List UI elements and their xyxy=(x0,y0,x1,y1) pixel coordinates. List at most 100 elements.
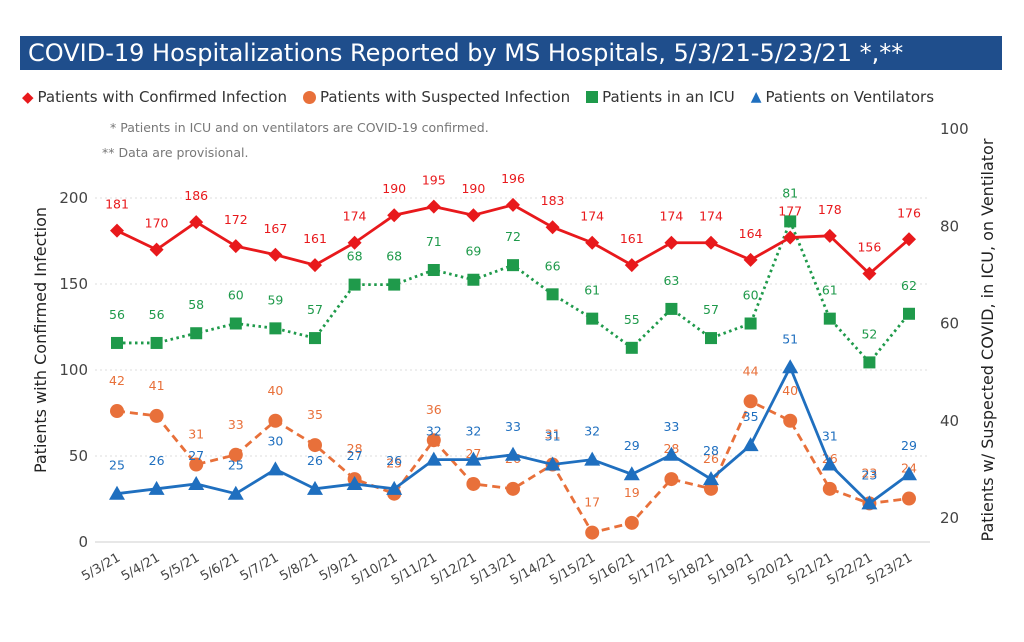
ventilator-marker xyxy=(505,446,521,461)
icu-marker xyxy=(705,332,717,345)
legend: ◆ Patients with Confirmed Infection Pati… xyxy=(22,88,934,106)
data-label: 29 xyxy=(901,438,917,453)
legend-item-confirmed: ◆ Patients with Confirmed Infection xyxy=(22,88,287,106)
ventilator-marker xyxy=(148,480,165,495)
confirmed-marker xyxy=(822,228,837,243)
legend-item-suspected: Patients with Suspected Infection xyxy=(303,88,570,106)
suspected-marker xyxy=(822,481,837,496)
ventilator-marker xyxy=(465,451,482,466)
data-label: 58 xyxy=(188,297,204,312)
y-right-tick-label: 100 xyxy=(940,120,969,138)
data-label: 31 xyxy=(545,429,561,444)
x-tick-label: 5/3/21 xyxy=(79,550,123,584)
data-label: 52 xyxy=(861,326,877,341)
confirmed-marker xyxy=(624,258,639,273)
data-label: 44 xyxy=(743,363,759,378)
data-label: 28 xyxy=(347,441,363,456)
data-label: 32 xyxy=(465,424,481,439)
data-label: 28 xyxy=(703,443,719,458)
x-tick-label: 5/8/21 xyxy=(277,550,321,584)
data-label: 42 xyxy=(109,373,125,388)
confirmed-marker xyxy=(704,235,718,250)
data-label: 176 xyxy=(897,205,921,220)
icu-marker xyxy=(625,341,638,354)
data-label: 25 xyxy=(386,456,402,471)
ventilator-marker xyxy=(544,456,561,471)
y-left-tick-label: 0 xyxy=(78,533,88,551)
data-label: 26 xyxy=(307,453,323,468)
suspected-marker xyxy=(308,438,322,453)
data-label: 31 xyxy=(188,427,204,442)
data-label: 174 xyxy=(659,209,683,224)
icu-marker xyxy=(427,264,440,277)
confirmed-marker xyxy=(545,220,560,235)
suspected-marker xyxy=(149,408,164,423)
y-left-tick-label: 100 xyxy=(59,361,88,379)
data-label: 161 xyxy=(620,231,644,246)
data-label: 68 xyxy=(347,249,363,264)
diamond-icon: ◆ xyxy=(22,88,34,106)
data-label: 174 xyxy=(580,209,604,224)
icu-marker xyxy=(744,317,757,330)
icu-marker xyxy=(863,356,876,369)
data-label: 33 xyxy=(663,419,679,434)
data-label: 25 xyxy=(228,458,244,473)
ventilator-marker xyxy=(227,485,244,500)
confirmed-marker xyxy=(110,223,124,238)
icu-marker xyxy=(823,312,836,325)
data-label: 40 xyxy=(782,383,798,398)
suspected-marker xyxy=(506,481,520,496)
data-label: 25 xyxy=(109,458,125,473)
suspected-marker xyxy=(585,525,600,540)
confirmed-marker xyxy=(585,235,600,250)
icu-marker xyxy=(269,322,282,335)
confirmed-marker xyxy=(783,230,798,245)
data-label: 56 xyxy=(149,307,165,322)
icu-marker xyxy=(388,278,401,291)
data-label: 161 xyxy=(303,231,327,246)
ventilator-marker xyxy=(584,451,601,466)
data-label: 17 xyxy=(584,495,600,510)
icu-marker xyxy=(903,307,915,320)
ventilator-marker xyxy=(425,451,442,466)
confirmed-marker xyxy=(426,199,441,214)
data-label: 174 xyxy=(699,209,723,224)
ventilator-marker xyxy=(267,461,284,476)
data-label: 57 xyxy=(703,302,719,317)
chart-title: COVID-19 Hospitalizations Reported by MS… xyxy=(20,36,1002,70)
data-label: 31 xyxy=(545,427,561,442)
ventilator-marker xyxy=(386,480,403,495)
x-tick-label: 5/23/21 xyxy=(864,550,915,588)
data-label: 23 xyxy=(861,465,877,480)
confirmed-marker xyxy=(347,235,362,250)
suspected-marker xyxy=(624,515,639,530)
ventilator-marker xyxy=(861,495,878,510)
data-label: 35 xyxy=(307,407,323,422)
ventilator-marker xyxy=(307,480,323,495)
data-label: 68 xyxy=(386,249,402,264)
x-tick-label: 5/5/21 xyxy=(158,550,202,584)
data-label: 63 xyxy=(663,273,679,288)
data-label: 66 xyxy=(545,258,561,273)
data-label: 31 xyxy=(822,429,838,444)
icu-marker xyxy=(348,278,361,291)
data-label: 81 xyxy=(782,185,798,200)
x-tick-label: 5/6/21 xyxy=(198,550,242,584)
data-label: 174 xyxy=(343,209,367,224)
data-label: 26 xyxy=(386,453,402,468)
confirmed-marker xyxy=(902,232,916,247)
confirmed-marker xyxy=(268,247,283,262)
data-label: 190 xyxy=(461,181,485,196)
data-label: 177 xyxy=(778,204,802,219)
data-label: 60 xyxy=(743,288,759,303)
data-label: 26 xyxy=(149,453,165,468)
data-label: 164 xyxy=(739,226,763,241)
legend-label-confirmed: Patients with Confirmed Infection xyxy=(37,88,288,106)
icu-marker xyxy=(467,273,480,286)
data-label: 61 xyxy=(822,283,838,298)
suspected-marker xyxy=(704,481,718,496)
suspected-marker xyxy=(110,404,124,419)
ventilator-marker xyxy=(623,466,640,481)
data-label: 32 xyxy=(426,424,442,439)
